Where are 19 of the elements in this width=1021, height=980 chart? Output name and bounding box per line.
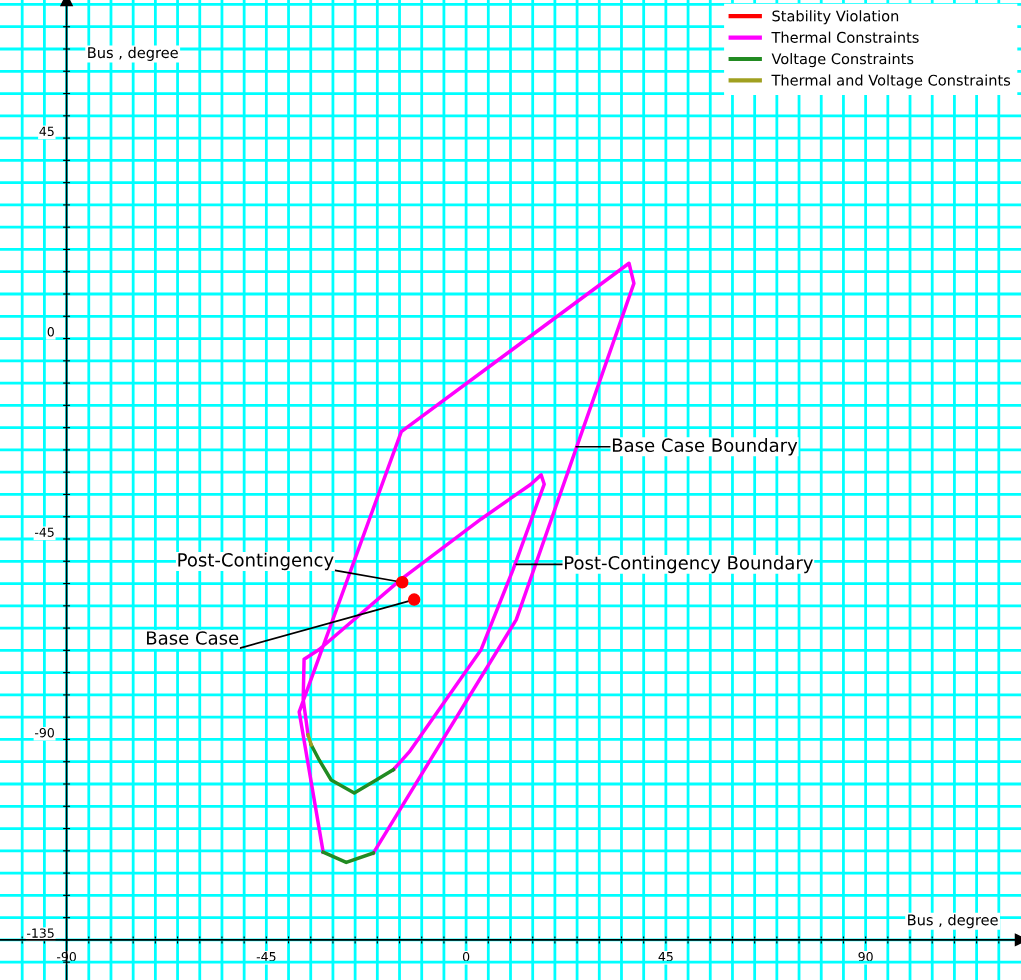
x-tick-label: 90 xyxy=(858,951,873,962)
legend-label: Thermal and Voltage Constraints xyxy=(771,74,1011,89)
legend-label: Voltage Constraints xyxy=(771,53,914,68)
y-tick-label: 45 xyxy=(39,126,54,137)
x-axis-title: Bus , degree xyxy=(908,914,998,929)
annotation: Post-Contingency xyxy=(178,552,334,571)
legend-label: Thermal Constraints xyxy=(771,31,919,43)
annotation: Base Case xyxy=(147,631,239,645)
x-tick-label: -45 xyxy=(256,952,276,962)
y-tick-label: -45 xyxy=(34,527,54,537)
y-axis-title: Bus , degree xyxy=(88,46,178,61)
y-tick-label: -90 xyxy=(34,727,54,738)
x-tick-label: 45 xyxy=(658,952,673,962)
y-tick-label: -135 xyxy=(27,928,54,938)
legend-label: Stability Violation xyxy=(772,10,899,25)
annotation: Post-Contingency Boundary xyxy=(565,555,813,574)
annotation: Base Case Boundary xyxy=(612,438,798,456)
y-tick-label: 0 xyxy=(47,327,54,337)
x-tick-label: 0 xyxy=(462,951,470,962)
